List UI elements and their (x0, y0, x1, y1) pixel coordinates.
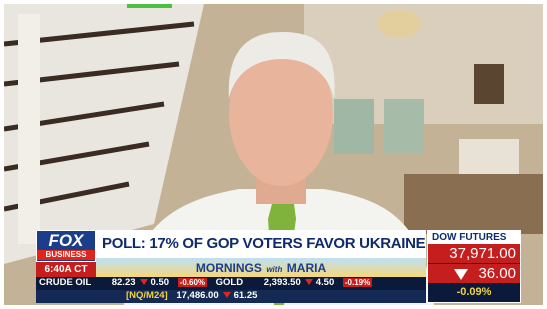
picture (474, 64, 504, 104)
window (334, 99, 374, 154)
ticker-symbol: CRUDE OIL (39, 277, 91, 288)
window (384, 99, 424, 154)
logo-line2: BUSINESS (37, 250, 95, 260)
dow-label: DOW FUTURES (428, 231, 520, 244)
ticker-change: 0.50 (151, 277, 170, 288)
ticker-change: 61.25 (234, 290, 258, 301)
indicator (127, 4, 172, 8)
ticker-symbol: GOLD (216, 277, 243, 288)
ticker-price: 2,393.50 (264, 277, 301, 288)
time: 6:40A CT (36, 262, 96, 277)
ticker-row: CRUDE OIL 82.23 0.50 -0.60% GOLD 2,393.50… (36, 277, 426, 290)
newel-post (18, 14, 40, 244)
dow-box: DOW FUTURES 37,971.00 36.00 -0.09% (427, 230, 521, 303)
ticker-price: 17,486.00 (176, 290, 218, 301)
furniture (404, 174, 543, 234)
logo-line1: FOX (37, 231, 95, 250)
show-bar: MORNINGS with MARIA (96, 258, 426, 277)
dow-change-value: 36.00 (478, 265, 516, 282)
ticker-price: 82.23 (112, 277, 136, 288)
ticker-change: 4.50 (316, 277, 335, 288)
show-connector: with (266, 265, 282, 274)
ticker-symbol: [NQ/M24] (126, 290, 168, 301)
video-frame: FOX BUSINESS POLL: 17% OF GOP VOTERS FAV… (4, 4, 543, 305)
logo: FOX BUSINESS (36, 230, 96, 262)
show-name: MORNINGS (196, 261, 262, 275)
ticker-percent: -0.60% (178, 278, 207, 287)
ticker-row: [NQ/M24] 17,486.00 61.25 (36, 290, 426, 303)
ticker-percent: -0.19% (343, 278, 372, 287)
dow-percent: -0.09% (428, 283, 520, 302)
headline: POLL: 17% OF GOP VOTERS FAVOR UKRAINE AI… (96, 230, 426, 258)
show-name: MARIA (287, 261, 326, 275)
dow-change: 36.00 (428, 263, 520, 283)
dow-value: 37,971.00 (428, 244, 520, 263)
lamp (377, 10, 421, 38)
